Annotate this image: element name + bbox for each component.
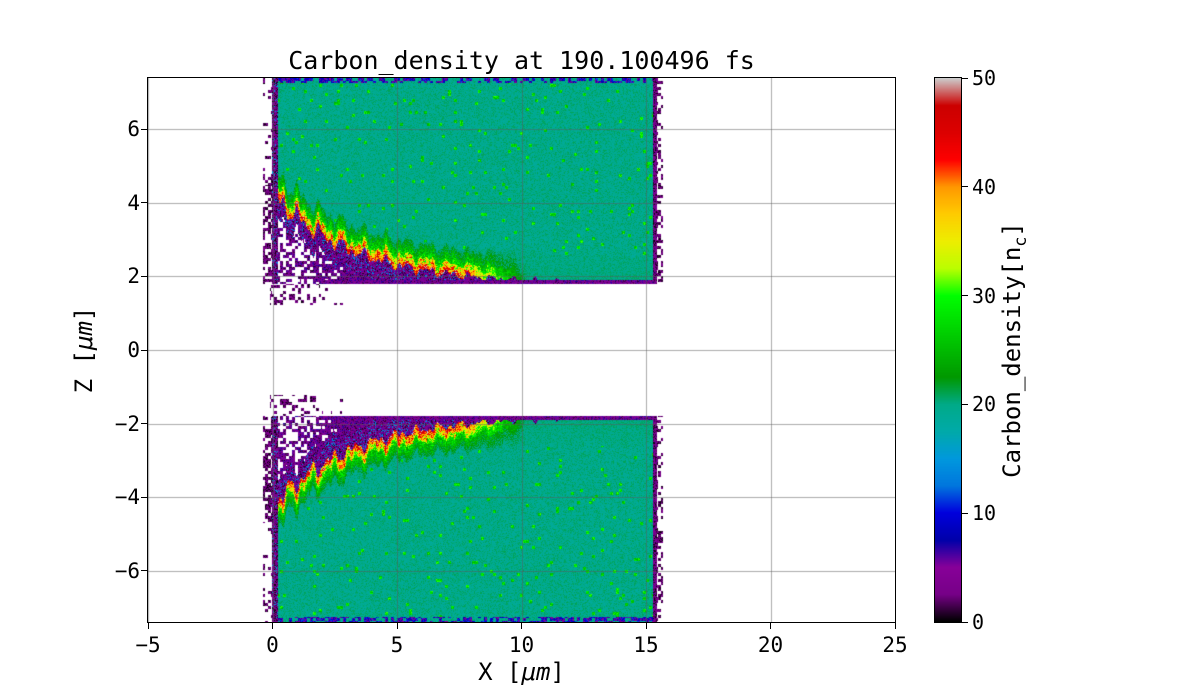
x-tick-mark (521, 623, 522, 629)
colorbar-tick-label: 20 (972, 392, 997, 417)
colorbar-tick-label: 50 (972, 66, 997, 90)
x-tick-label: 25 (882, 633, 908, 657)
y-tick-label: −4 (114, 485, 140, 510)
colorbar-tick-mark (962, 186, 968, 188)
x-tick-mark (272, 623, 273, 629)
x-axis-label-math: μm (521, 658, 551, 686)
y-tick-mark (141, 423, 147, 424)
y-tick-mark (141, 496, 147, 498)
colorbar-tick-mark (962, 512, 968, 514)
y-tick-label: 2 (127, 264, 140, 289)
y-tick-mark (141, 275, 147, 277)
colorbar-tick-mark (962, 621, 968, 623)
chart-title: Carbon_density at 190.100496 fs (288, 46, 755, 75)
x-tick-mark (645, 623, 647, 629)
y-tick-mark (141, 202, 147, 204)
y-tick-label: 0 (127, 338, 140, 362)
x-tick-label: 15 (633, 633, 659, 657)
y-axis-label-post: ] (70, 306, 98, 322)
heatmap-canvas (148, 78, 895, 622)
y-tick-mark (141, 570, 147, 572)
colorbar-label-post: ] (998, 222, 1026, 237)
x-tick-mark (147, 623, 149, 629)
colorbar-tick-label: 0 (972, 610, 985, 634)
x-tick-label: 10 (508, 633, 535, 657)
y-tick-label: 6 (127, 117, 140, 142)
y-tick-mark (141, 349, 147, 351)
y-tick-label: 4 (127, 190, 140, 215)
x-tick-label: 5 (390, 633, 404, 657)
colorbar-tick-label: 40 (972, 174, 997, 199)
colorbar (934, 77, 962, 623)
colorbar-tick-mark (962, 403, 968, 405)
colorbar-label-pre: Carbon_density[n (998, 246, 1026, 478)
colorbar-label-sub: c (1009, 236, 1030, 247)
colorbar-gradient-canvas (935, 78, 961, 622)
colorbar-tick-label: 30 (972, 283, 997, 308)
y-tick-label: −6 (114, 558, 140, 583)
plot-area (147, 77, 896, 623)
x-tick-mark (770, 623, 771, 629)
x-axis-label: X [μm] (148, 658, 895, 686)
y-tick-mark (141, 128, 147, 130)
y-tick-label: −2 (114, 411, 140, 436)
colorbar-tick-mark (962, 77, 968, 79)
colorbar-tick-label: 10 (972, 501, 997, 526)
x-tick-mark (396, 623, 398, 629)
x-axis-label-pre: X [ (478, 658, 522, 686)
colorbar-tick-mark (962, 295, 968, 297)
x-axis-label-post: ] (550, 658, 565, 686)
x-tick-label: 0 (266, 633, 279, 657)
x-tick-label: 20 (757, 633, 784, 657)
x-tick-mark (894, 623, 896, 629)
x-tick-label: −5 (135, 633, 161, 657)
